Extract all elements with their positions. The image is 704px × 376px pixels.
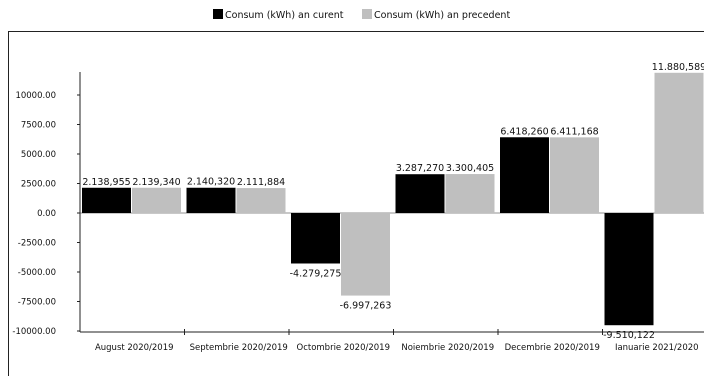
data-label: 2.138,955 [82, 177, 130, 188]
data-label: 11.880,589 [652, 62, 704, 73]
data-label: 3.287,270 [396, 163, 444, 174]
data-label: -6.997,263 [340, 301, 392, 312]
y-tick-label: 7500.00 [21, 121, 56, 131]
bar-current [500, 137, 549, 213]
bar-previous [654, 72, 704, 213]
data-label: 2.111,884 [237, 177, 285, 188]
chart-legend: Consum (kWh) an curent Consum (kWh) an p… [0, 0, 704, 28]
y-tick-label: 0.00 [37, 209, 56, 219]
bar-previous [132, 187, 181, 213]
y-tick-label: 10000.00 [15, 91, 56, 101]
data-label: 6.411,168 [550, 126, 598, 137]
x-tick-label: Noiembrie 2020/2019 [401, 343, 494, 353]
x-tick-label: Octombrie 2020/2019 [297, 343, 391, 353]
x-tick-label: Ianuarie 2021/2020 [615, 343, 699, 353]
y-tick-label: -10000.00 [12, 327, 56, 337]
legend-item-current: Consum (kWh) an curent [213, 9, 343, 21]
data-label: -9.510,122 [603, 330, 655, 341]
legend-label-previous: Consum (kWh) an precedent [374, 10, 511, 21]
data-label: 3.300,405 [446, 163, 494, 174]
chart-frame [8, 31, 704, 376]
legend-item-previous: Consum (kWh) an precedent [362, 9, 510, 21]
y-tick-label: 2500.00 [21, 180, 56, 190]
legend-swatch-previous [362, 9, 372, 19]
y-tick-label: 5000.00 [21, 150, 56, 160]
y-tick-label: -2500.00 [18, 239, 56, 249]
legend-swatch-current [213, 9, 223, 19]
y-tick-label: -7500.00 [18, 298, 56, 308]
bar-current [82, 187, 131, 213]
data-label: 2.140,320 [187, 177, 235, 188]
bar-current [604, 213, 654, 326]
y-tick-label: -5000.00 [18, 268, 56, 278]
bar-previous [236, 188, 286, 213]
x-tick-label: August 2020/2019 [95, 343, 174, 353]
legend-label-current: Consum (kWh) an curent [225, 10, 344, 21]
data-label: 2.139,340 [132, 177, 180, 188]
bar-previous [341, 213, 390, 296]
data-label: 6.418,260 [500, 126, 548, 137]
bar-current [186, 187, 236, 213]
bar-current [395, 174, 445, 213]
bar-previous [550, 137, 599, 213]
data-label: -4.279,275 [290, 268, 342, 279]
bar-previous [445, 174, 495, 213]
x-tick-label: Decembrie 2020/2019 [505, 343, 600, 353]
x-tick-label: Septembrie 2020/2019 [190, 343, 288, 353]
bar-current [291, 213, 340, 264]
